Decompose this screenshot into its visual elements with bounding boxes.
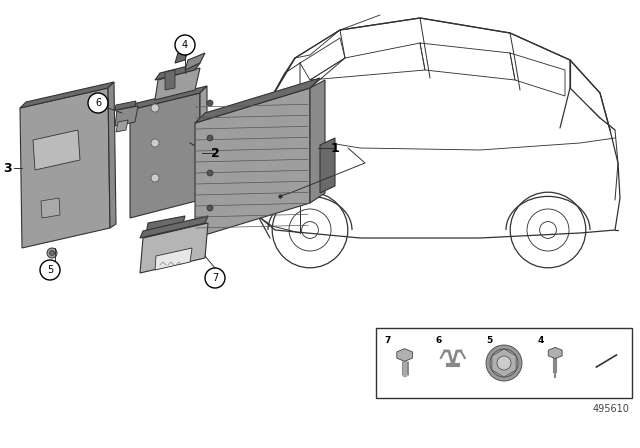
Circle shape <box>497 356 511 370</box>
Bar <box>376 328 632 398</box>
Polygon shape <box>175 50 188 63</box>
Circle shape <box>205 268 225 288</box>
Circle shape <box>40 260 60 280</box>
Circle shape <box>151 139 159 147</box>
Circle shape <box>175 35 195 55</box>
Circle shape <box>207 205 213 211</box>
Polygon shape <box>140 223 208 273</box>
Text: 5: 5 <box>486 336 493 345</box>
Polygon shape <box>195 78 320 123</box>
Text: 1: 1 <box>331 142 339 155</box>
Circle shape <box>47 248 57 258</box>
Polygon shape <box>548 347 562 358</box>
Polygon shape <box>116 120 128 132</box>
Polygon shape <box>155 63 200 80</box>
Polygon shape <box>155 248 192 270</box>
Circle shape <box>207 100 213 106</box>
Circle shape <box>207 135 213 141</box>
Polygon shape <box>397 349 412 361</box>
Polygon shape <box>115 106 138 126</box>
Circle shape <box>486 345 522 381</box>
Text: 495610: 495610 <box>592 404 629 414</box>
Polygon shape <box>200 86 207 200</box>
Text: 7: 7 <box>384 336 390 345</box>
Polygon shape <box>185 53 205 70</box>
Text: 2: 2 <box>211 146 220 159</box>
Polygon shape <box>20 88 110 248</box>
Polygon shape <box>20 82 114 108</box>
Polygon shape <box>165 70 175 90</box>
Polygon shape <box>41 198 60 218</box>
Polygon shape <box>130 93 200 218</box>
Polygon shape <box>310 80 325 203</box>
Text: 4: 4 <box>538 336 544 345</box>
Polygon shape <box>195 88 310 238</box>
Text: 3: 3 <box>4 161 12 175</box>
Circle shape <box>49 250 54 255</box>
Text: 7: 7 <box>212 273 218 283</box>
Text: 6: 6 <box>435 336 442 345</box>
Circle shape <box>207 170 213 176</box>
Polygon shape <box>130 86 207 110</box>
Polygon shape <box>155 68 200 100</box>
Circle shape <box>151 174 159 182</box>
Polygon shape <box>140 216 208 238</box>
Polygon shape <box>33 130 80 170</box>
Polygon shape <box>142 216 185 258</box>
Text: 5: 5 <box>47 265 53 275</box>
Circle shape <box>88 93 108 113</box>
Polygon shape <box>115 101 136 110</box>
Text: 4: 4 <box>182 40 188 50</box>
Circle shape <box>490 349 518 377</box>
Text: 6: 6 <box>95 98 101 108</box>
Polygon shape <box>108 82 116 228</box>
Polygon shape <box>320 138 335 193</box>
Circle shape <box>151 104 159 112</box>
